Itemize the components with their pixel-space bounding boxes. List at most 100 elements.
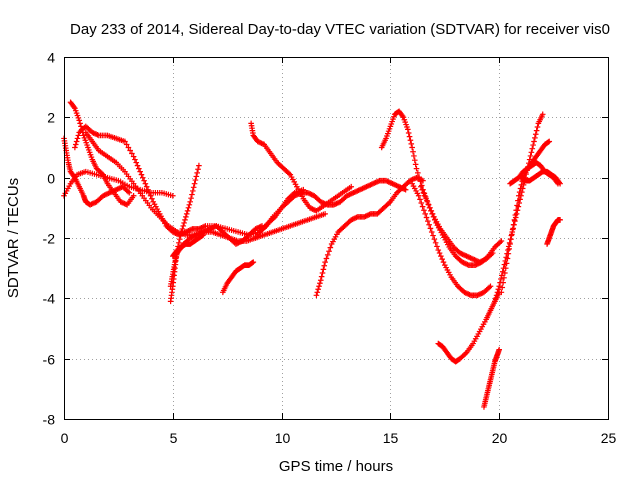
data-point bbox=[406, 133, 413, 140]
x-tick-label: 10 bbox=[275, 430, 291, 446]
y-tick-label: 0 bbox=[47, 171, 55, 187]
data-point bbox=[427, 225, 434, 232]
data-point bbox=[503, 260, 510, 267]
data-point bbox=[141, 177, 147, 184]
data-point bbox=[180, 223, 187, 229]
data-point bbox=[493, 292, 500, 299]
data-point bbox=[508, 236, 514, 243]
data-point bbox=[71, 104, 77, 110]
data-point bbox=[146, 189, 153, 196]
data-point bbox=[402, 186, 409, 193]
data-point bbox=[496, 283, 502, 290]
data-point bbox=[193, 173, 200, 180]
data-point bbox=[417, 196, 423, 203]
data-point bbox=[77, 120, 83, 127]
data-point bbox=[177, 232, 184, 239]
data-point bbox=[318, 273, 325, 280]
data-point bbox=[178, 229, 185, 235]
data-point bbox=[186, 202, 193, 208]
data-point bbox=[502, 265, 509, 271]
data-point bbox=[423, 214, 430, 221]
data-point bbox=[514, 202, 520, 209]
data-point bbox=[188, 195, 194, 201]
data-point bbox=[407, 137, 414, 144]
data-point bbox=[495, 286, 502, 293]
y-tick-label: -6 bbox=[43, 352, 56, 368]
data-point bbox=[125, 144, 132, 151]
data-point bbox=[557, 180, 563, 187]
data-point bbox=[176, 240, 182, 246]
series-arc-21 bbox=[518, 168, 563, 187]
data-point bbox=[132, 156, 138, 163]
data-point bbox=[185, 205, 192, 211]
data-point bbox=[415, 170, 421, 176]
data-point bbox=[532, 135, 538, 141]
series-arc-10 bbox=[248, 120, 355, 214]
series-arc-14 bbox=[409, 180, 494, 299]
data-point bbox=[130, 153, 137, 160]
data-point bbox=[489, 250, 496, 256]
data-point bbox=[424, 199, 431, 205]
data-point bbox=[191, 180, 198, 187]
y-axis-label: SDTVAR / TECUs bbox=[5, 178, 22, 298]
data-point bbox=[499, 284, 506, 291]
data-point bbox=[317, 280, 323, 287]
data-point bbox=[322, 211, 328, 217]
data-point bbox=[556, 179, 563, 186]
data-point bbox=[532, 131, 539, 138]
data-point bbox=[147, 192, 154, 199]
data-point bbox=[190, 184, 197, 191]
data-point bbox=[137, 168, 143, 175]
data-point bbox=[405, 126, 411, 133]
x-tick-label: 5 bbox=[170, 430, 178, 446]
data-point bbox=[436, 250, 443, 256]
data-point bbox=[415, 192, 422, 199]
data-point bbox=[513, 207, 519, 214]
data-point bbox=[411, 157, 418, 163]
data-point bbox=[74, 135, 81, 142]
data-point bbox=[515, 197, 521, 204]
data-point bbox=[190, 188, 196, 194]
data-point bbox=[421, 192, 428, 199]
series-arc-3 bbox=[67, 99, 137, 208]
data-point bbox=[498, 276, 504, 282]
data-point bbox=[434, 243, 440, 250]
data-point bbox=[326, 248, 332, 255]
data-point bbox=[184, 208, 191, 214]
data-point bbox=[509, 231, 515, 238]
data-point bbox=[416, 174, 422, 180]
data-point bbox=[421, 207, 427, 214]
data-point bbox=[189, 191, 195, 198]
data-point bbox=[419, 203, 426, 210]
data-point bbox=[319, 270, 326, 276]
data-point bbox=[526, 156, 533, 163]
data-point bbox=[533, 127, 540, 134]
series-arc-15 bbox=[418, 183, 496, 265]
x-tick-label: 25 bbox=[601, 430, 617, 446]
data-point bbox=[408, 141, 415, 147]
data-point bbox=[138, 171, 145, 178]
data-point bbox=[534, 124, 541, 130]
data-point bbox=[411, 153, 417, 159]
series-arc-8 bbox=[170, 223, 265, 259]
data-point bbox=[502, 270, 508, 276]
data-point bbox=[72, 141, 79, 148]
data-point bbox=[320, 266, 327, 273]
data-point bbox=[145, 186, 151, 193]
data-point bbox=[500, 279, 506, 286]
data-point bbox=[181, 220, 187, 226]
data-point bbox=[425, 218, 431, 224]
data-point bbox=[249, 259, 256, 266]
y-tick-label: -8 bbox=[43, 412, 56, 428]
data-point bbox=[431, 236, 438, 243]
data-point bbox=[557, 217, 563, 223]
data-point bbox=[71, 173, 77, 180]
data-point bbox=[321, 262, 328, 269]
data-point bbox=[423, 195, 429, 202]
y-tick-label: 4 bbox=[47, 50, 55, 66]
data-point bbox=[418, 183, 424, 190]
data-point bbox=[170, 192, 176, 199]
data-point bbox=[142, 180, 149, 187]
